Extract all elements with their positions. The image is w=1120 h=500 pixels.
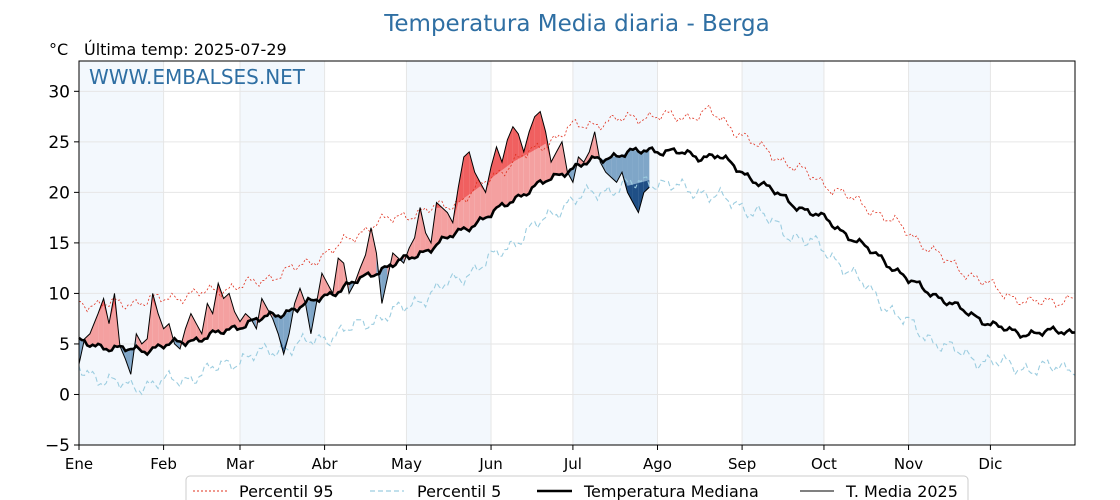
fill-above-p95 (540, 111, 546, 147)
series-lines (78, 104, 1076, 396)
y-tick-label: −5 (45, 436, 70, 456)
fill-below-median (616, 155, 623, 183)
fill-above-p95 (458, 157, 464, 203)
x-axis-ticks: Ene Feb Mar Abr May Jun Jul Ago Sep Oct Nov Dic (65, 445, 1002, 473)
fill-below-p5 (638, 181, 644, 213)
fill-above-median (480, 182, 486, 218)
fill-below-median (381, 266, 388, 304)
fill-below-median (611, 156, 617, 183)
x-tick-label: Jul (563, 455, 582, 473)
fill-above-median (370, 227, 377, 277)
x-tick-label: Nov (894, 455, 923, 473)
y-tick-label: 30 (48, 82, 70, 102)
series-line-percentil-5 (78, 176, 1076, 396)
fill-above-median (321, 273, 328, 298)
month-bands (79, 61, 991, 445)
fill-above-median (436, 202, 442, 245)
legend-label-p5: Percentil 5 (417, 482, 501, 500)
fill-below-p5 (627, 184, 633, 203)
fill-above-median (234, 311, 240, 329)
series-line-2025 (78, 110, 650, 375)
x-tick-label: May (391, 455, 422, 473)
fill-below-median (283, 310, 290, 355)
fill-above-median (223, 293, 230, 334)
fill-above-p95 (463, 151, 470, 199)
y-tick-label: 5 (59, 335, 70, 355)
fill-above-median (89, 313, 99, 347)
fill-below-median (278, 315, 284, 355)
fill-above-median (338, 258, 344, 293)
month-band (908, 61, 991, 445)
x-tick-label: Ago (643, 455, 672, 473)
fill-above-median (207, 303, 213, 339)
fill-above-median (229, 293, 235, 330)
fill-above-median (441, 207, 448, 239)
fill-above-median (360, 255, 366, 278)
last-temp-label: Última temp: 2025-07-29 (84, 40, 287, 59)
legend-label-p95: Percentil 95 (239, 482, 334, 500)
legend-box (185, 475, 969, 500)
fill-above-p95 (469, 151, 475, 195)
x-tick-label: Feb (150, 455, 177, 473)
x-tick-label: Abr (312, 455, 339, 473)
x-tick-label: Dic (978, 455, 1002, 473)
fill-below-median (605, 157, 612, 178)
legend: Percentil 95 Percentil 5 Temperatura Med… (185, 475, 969, 500)
series-line-percentil-95 (78, 104, 1076, 313)
fill-above-median (152, 293, 159, 348)
month-band (79, 61, 164, 445)
fill-above-median (84, 333, 90, 347)
y-tick-label: 20 (48, 183, 70, 203)
y-tick-label: 25 (48, 133, 70, 153)
y-tick-label: 0 (59, 385, 70, 405)
fill-above-p95 (491, 146, 497, 179)
plot-frame (78, 60, 1076, 446)
month-band (572, 61, 658, 445)
fill-above-median (365, 227, 371, 277)
y-unit-label: °C (49, 40, 68, 59)
fill-above-median (551, 151, 557, 180)
fill-above-median (409, 237, 415, 259)
fill-above-median (420, 207, 426, 252)
fill-above-median (163, 323, 170, 349)
fill-above-median (239, 313, 246, 329)
month-band (239, 61, 325, 445)
fill-above-median (447, 212, 453, 239)
legend-label-2025: T. Media 2025 (845, 482, 958, 500)
y-axis-ticks: 30 25 20 15 10 5 0 −5 (45, 82, 79, 456)
x-tick-label: Oct (811, 455, 837, 473)
x-tick-label: Mar (226, 455, 255, 473)
fill-above-median (589, 131, 595, 162)
fill-above-median (414, 207, 421, 259)
fill-above-median (158, 313, 164, 349)
chart-title: Temperatura Media diaria - Berga (383, 11, 769, 37)
fill-above-p95 (496, 146, 502, 175)
x-tick-label: Sep (728, 455, 756, 473)
fill-above-p95 (534, 111, 541, 150)
fill-above-median (190, 313, 197, 341)
fill-below-median (622, 151, 628, 193)
fill-above-median (261, 298, 268, 320)
fill-above-median (185, 313, 191, 346)
y-tick-label: 10 (48, 284, 70, 304)
grid-lines (78, 61, 1075, 446)
watermark: WWW.EMBALSES.NET (89, 65, 306, 89)
fill-below-median (125, 348, 131, 375)
fill-above-p95 (512, 126, 519, 163)
fill-above-median (425, 232, 432, 253)
month-band (742, 61, 824, 445)
legend-label-median: Temperatura Mediana (583, 482, 759, 500)
fill-above-median (103, 298, 110, 352)
y-tick-label: 15 (48, 234, 70, 254)
x-tick-label: Ene (65, 455, 93, 473)
fill-above-median (392, 253, 399, 267)
fill-above-median (196, 323, 202, 342)
fill-below-p5 (632, 183, 639, 213)
x-tick-label: Jun (478, 455, 502, 473)
fill-above-p95 (529, 116, 535, 153)
